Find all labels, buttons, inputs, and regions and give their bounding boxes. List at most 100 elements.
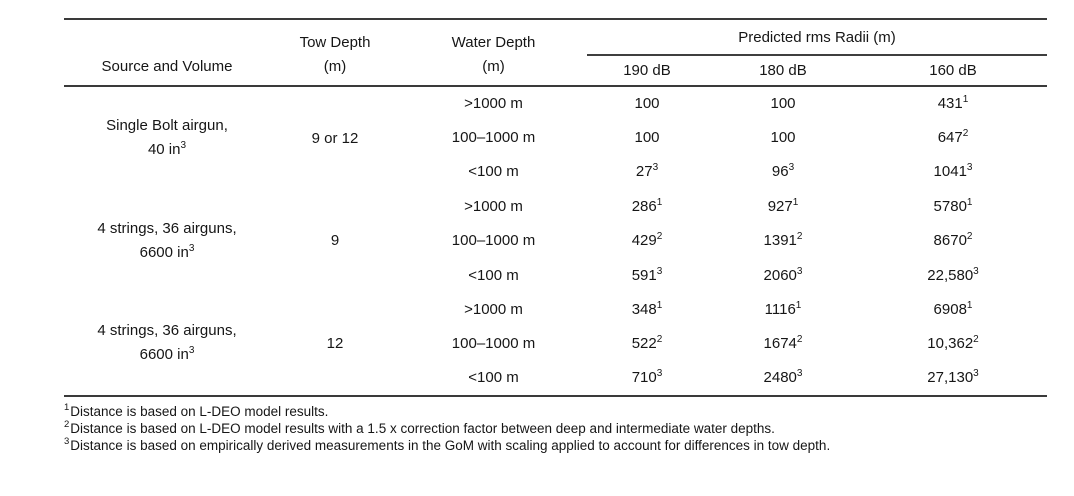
table-row: <100 m 7103 24803 27,1303 bbox=[64, 361, 1047, 395]
water-depth-cell: >1000 m bbox=[464, 301, 523, 319]
source-line1: 4 strings, 36 airguns, bbox=[97, 322, 237, 340]
footnote-text: Distance is based on empirically derived… bbox=[70, 437, 831, 453]
footnote-ref: 3 bbox=[973, 368, 979, 380]
radius-190db-cell: 2861 bbox=[631, 196, 663, 215]
water-depth-cell: 100–1000 m bbox=[451, 129, 536, 147]
radius-160db-cell: 10,3622 bbox=[927, 334, 979, 353]
footnote-marker: 3 bbox=[64, 436, 70, 448]
footnote-ref: 1 bbox=[792, 196, 799, 208]
water-depth-cell: >1000 m bbox=[464, 95, 523, 113]
footnote-ref: 3 bbox=[796, 265, 803, 277]
radius-190db-cell: 5913 bbox=[631, 265, 663, 284]
footnote-ref: 3 bbox=[788, 162, 795, 174]
radius-190db-cell: 3481 bbox=[631, 300, 663, 319]
radius-190db-cell: 7103 bbox=[631, 368, 663, 387]
tow-depth-cell: 9 or 12 bbox=[311, 129, 359, 147]
radius-160db-cell: 27,1303 bbox=[927, 368, 979, 387]
water-depth-cell: <100 m bbox=[468, 266, 519, 284]
table-row: 100–1000 m 100 100 6472 bbox=[64, 120, 1047, 154]
source-header-label: Source and Volume bbox=[101, 58, 233, 75]
source-volume-cell: 4 strings, 36 airguns, 6600 in3 bbox=[64, 292, 270, 395]
superscript: 3 bbox=[188, 242, 195, 254]
radius-180db-cell: 13912 bbox=[763, 231, 803, 250]
col-header-tow-depth: Tow Depth (m) bbox=[270, 19, 400, 87]
footnote-marker: 1 bbox=[64, 402, 70, 414]
footnotes: 1Distance is based on L-DEO model result… bbox=[64, 403, 1047, 454]
footnote-ref: 3 bbox=[656, 368, 663, 380]
superscript: 3 bbox=[180, 140, 187, 152]
footnote-ref: 2 bbox=[656, 334, 663, 346]
radius-180db-cell: 100 bbox=[770, 129, 796, 147]
source-volume-cell: Single Bolt airgun, 40 in3 bbox=[64, 86, 270, 189]
footnote-text: Distance is based on L-DEO model results… bbox=[70, 420, 775, 436]
footnote-ref: 2 bbox=[796, 231, 803, 243]
table-row: Single Bolt airgun, 40 in3 9 or 12 >1000… bbox=[64, 86, 1047, 158]
table-row: <100 m 273 963 10413 bbox=[64, 155, 1047, 189]
footnote-marker: 2 bbox=[64, 419, 70, 431]
water-depth-cell: <100 m bbox=[468, 163, 519, 181]
superscript: 3 bbox=[188, 345, 195, 357]
col-group-header-predicted-rms-radii: Predicted rms Radii (m) bbox=[587, 19, 1048, 56]
radius-180db-cell: 963 bbox=[771, 162, 795, 181]
water-depth-header-label: Water Depth bbox=[451, 34, 536, 51]
radius-180db-cell: 24803 bbox=[763, 368, 803, 387]
footnote-2: 2Distance is based on L-DEO model result… bbox=[64, 420, 1047, 437]
radius-180db-cell: 9271 bbox=[767, 196, 799, 215]
table-row: 100–1000 m 4292 13912 86702 bbox=[64, 224, 1047, 258]
header-row-db: 190 dB 180 dB 160 dB bbox=[64, 55, 1048, 87]
radius-190db-cell: 100 bbox=[634, 129, 660, 147]
footnote-ref: 1 bbox=[656, 300, 663, 312]
footnote-ref: 3 bbox=[652, 162, 659, 174]
col-header-160db: 160 dB bbox=[859, 55, 1048, 87]
table-row: 100–1000 m 5222 16742 10,3622 bbox=[64, 327, 1047, 361]
footnote-ref: 3 bbox=[973, 265, 979, 277]
col-header-source-and-volume: Source and Volume bbox=[64, 19, 270, 87]
footnote-ref: 2 bbox=[973, 334, 979, 346]
col-header-180db: 180 dB bbox=[707, 55, 859, 87]
source-line2: 40 in3 bbox=[147, 140, 187, 159]
radius-190db-cell: 273 bbox=[635, 162, 659, 181]
radius-160db-cell: 86702 bbox=[933, 231, 973, 250]
radius-180db-cell: 16742 bbox=[763, 334, 803, 353]
radius-160db-cell: 69081 bbox=[933, 300, 973, 319]
water-depth-header-unit: (m) bbox=[482, 58, 505, 75]
source-line2: 6600 in3 bbox=[139, 242, 195, 261]
footnote-ref: 2 bbox=[796, 334, 803, 346]
footnote-ref: 1 bbox=[966, 196, 973, 208]
footnote-1: 1Distance is based on L-DEO model result… bbox=[64, 403, 1047, 420]
footnote-ref: 2 bbox=[656, 231, 663, 243]
radius-180db-cell: 100 bbox=[770, 95, 796, 113]
table-row: 4 strings, 36 airguns, 6600 in3 9 >1000 … bbox=[64, 189, 1047, 260]
source-line1: 4 strings, 36 airguns, bbox=[97, 219, 237, 237]
radius-160db-cell: 22,5803 bbox=[927, 265, 979, 284]
source-line1: Single Bolt airgun, bbox=[106, 117, 228, 135]
radius-160db-cell: 57801 bbox=[933, 196, 973, 215]
water-depth-cell: <100 m bbox=[468, 369, 519, 387]
footnote-ref: 2 bbox=[966, 231, 973, 243]
radius-160db-cell: 10413 bbox=[933, 162, 973, 181]
tow-depth-header-label: Tow Depth bbox=[299, 34, 371, 51]
footnote-3: 3Distance is based on empirically derive… bbox=[64, 437, 1047, 454]
water-depth-cell: >1000 m bbox=[464, 197, 523, 215]
footnote-ref: 3 bbox=[656, 265, 663, 277]
footnote-ref: 1 bbox=[962, 94, 969, 106]
col-header-water-depth: Water Depth (m) bbox=[400, 19, 587, 87]
document-page: Source and Volume Tow Depth (m) Water De… bbox=[64, 18, 1048, 454]
radius-190db-cell: 4292 bbox=[631, 231, 663, 250]
tow-depth-cell: 9 bbox=[330, 232, 340, 250]
footnote-text: Distance is based on L-DEO model results… bbox=[70, 403, 329, 419]
radius-180db-cell: 11161 bbox=[764, 300, 802, 319]
col-header-190db: 190 dB bbox=[587, 55, 707, 87]
predicted-rms-radii-table: Source and Volume Tow Depth (m) Water De… bbox=[64, 18, 1048, 397]
radius-190db-cell: 100 bbox=[634, 95, 660, 113]
water-depth-cell: 100–1000 m bbox=[451, 335, 536, 353]
footnote-ref: 1 bbox=[966, 300, 973, 312]
footnote-ref: 2 bbox=[962, 128, 969, 140]
radius-180db-cell: 20603 bbox=[763, 265, 803, 284]
radius-160db-cell: 4311 bbox=[937, 94, 969, 113]
footnote-ref: 1 bbox=[656, 196, 663, 208]
radius-160db-cell: 6472 bbox=[937, 128, 969, 147]
table-row: 4 strings, 36 airguns, 6600 in3 12 >1000… bbox=[64, 292, 1047, 364]
tow-depth-cell: 12 bbox=[326, 334, 344, 352]
source-line2: 6600 in3 bbox=[139, 345, 195, 364]
